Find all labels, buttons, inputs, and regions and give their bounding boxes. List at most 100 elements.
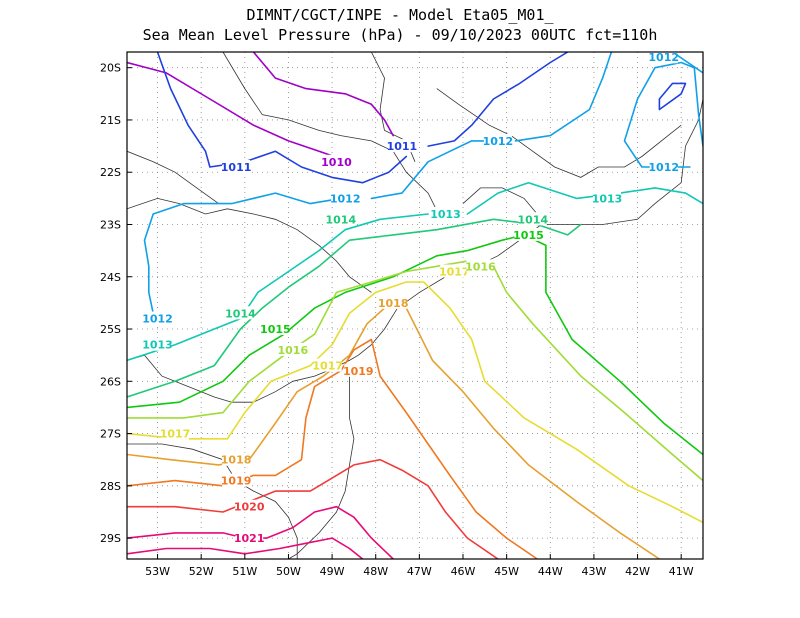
isobar-label-background <box>649 50 678 64</box>
isobar-label-background <box>222 452 251 466</box>
isobar-label-background <box>278 342 307 356</box>
lon-tick-label: 53W <box>145 565 170 578</box>
isobar-label-background <box>235 499 264 513</box>
isobar-label-background <box>518 212 547 226</box>
isobar-label-background <box>649 159 678 173</box>
lat-tick-label: 27S <box>100 428 121 441</box>
lat-tick-label: 25S <box>100 323 121 336</box>
isobar-label: 1015 <box>260 323 291 336</box>
isobar-label-background <box>440 264 469 278</box>
lon-tick-label: 41W <box>669 565 694 578</box>
lat-tick-label: 28S <box>100 480 121 493</box>
lon-tick-label: 47W <box>407 565 432 578</box>
isobar-label: 1018 <box>221 454 252 467</box>
isobar-label: 1017 <box>439 266 470 279</box>
lon-tick-label: 50W <box>276 565 301 578</box>
lon-tick-label: 49W <box>320 565 345 578</box>
lat-tick-label: 20S <box>100 62 121 75</box>
isobar-1015 <box>127 234 703 456</box>
isobar-label-background <box>261 322 290 336</box>
isobar-label: 1016 <box>278 344 309 357</box>
chart-title-line-1: DIMNT/CGCT/INPE - Model Eta05_M01_ <box>246 6 554 24</box>
isobar-label: 1011 <box>221 161 252 174</box>
isobar-label-background <box>514 227 543 241</box>
lat-tick-label: 21S <box>100 114 121 127</box>
coastline-segment <box>127 197 372 293</box>
isobar-label: 1018 <box>378 297 409 310</box>
isobar-label: 1012 <box>483 135 514 148</box>
isobar-label: 1012 <box>648 51 679 64</box>
lat-tick-label: 23S <box>100 218 121 231</box>
axis-ticks: 53W 52W 51W 50W 49W 48W 47W 46W 45W 44W 43W 42W 41W 2… <box>100 62 694 578</box>
plot-background <box>127 52 703 559</box>
isobar-label: 1017 <box>312 360 343 373</box>
isobar-label: 1014 <box>326 213 357 226</box>
lon-tick-label: 52W <box>189 565 214 578</box>
isobar-label-background <box>235 531 264 545</box>
isobar-label: 1017 <box>160 428 191 441</box>
lon-tick-label: 42W <box>625 565 650 578</box>
isobar-1021 <box>127 537 364 559</box>
isobar-label: 1014 <box>518 213 549 226</box>
isobar-label-background <box>161 426 189 440</box>
isobar-1012 <box>143 192 342 315</box>
isobar-label-background <box>483 133 512 147</box>
lon-tick-label: 51W <box>232 565 257 578</box>
coastline-segment <box>127 150 219 204</box>
isobar-1020 <box>127 458 499 559</box>
isobar-label-background <box>331 191 360 205</box>
isobar-label-background <box>344 363 373 377</box>
isobar-label: 1013 <box>592 192 623 205</box>
isobar-1012 <box>370 140 486 200</box>
isobar-label-background <box>313 358 342 372</box>
isobar-label: 1021 <box>234 532 265 545</box>
isobar-label: 1012 <box>648 161 679 174</box>
isobar-label-background <box>322 154 351 168</box>
lon-tick-label: 45W <box>494 565 519 578</box>
isobar-1012 <box>514 52 613 142</box>
lon-tick-label: 48W <box>363 565 388 578</box>
isobar-1011 <box>156 52 408 184</box>
isobar-label: 1012 <box>330 192 361 205</box>
lat-tick-label: 22S <box>100 166 121 179</box>
isobar-1016 <box>127 260 703 482</box>
isobar-1021 <box>127 505 394 559</box>
coastline-segment <box>462 187 538 215</box>
isobar-1017 <box>127 281 703 524</box>
coastline-segment <box>127 98 703 403</box>
isobar-label-background <box>379 295 408 309</box>
isobar-label: 1013 <box>142 339 173 352</box>
isobar-label: 1020 <box>234 501 265 514</box>
lon-tick-label: 44W <box>538 565 563 578</box>
isobar-label-background <box>226 306 255 320</box>
isobar-label: 1010 <box>321 156 352 169</box>
lon-tick-label: 46W <box>451 565 476 578</box>
isobar-label-background <box>143 311 172 325</box>
isobar-label-background <box>222 473 251 487</box>
isobar-1011 <box>658 82 687 111</box>
isobar-label: 1019 <box>221 475 252 488</box>
isobar-label-background <box>387 139 416 153</box>
isobar-label-background <box>466 259 495 273</box>
isobar-1010 <box>252 52 394 137</box>
lon-tick-label: 43W <box>581 565 606 578</box>
isobar-1012 <box>623 61 703 168</box>
isobar-labels: 1012 1011 1012 1012 1011 1010 1012 1013 1013 1014… <box>142 50 679 545</box>
isobar-1010 <box>127 61 351 163</box>
isobar-label: 1014 <box>225 307 256 320</box>
isobar-label: 1011 <box>387 140 418 153</box>
chart-title-line-2: Sea Mean Level Pressure (hPa) - 09/10/20… <box>142 26 658 44</box>
isobar-label: 1015 <box>513 229 544 242</box>
isobar-label-background <box>222 159 251 173</box>
isobar-label-background <box>326 212 355 226</box>
plot-frame <box>126 51 704 560</box>
isobar-label-background <box>143 337 172 351</box>
lat-tick-label: 29S <box>100 532 121 545</box>
isobar-label-background <box>593 191 621 205</box>
isobar-label: 1019 <box>343 365 374 378</box>
coastline-segment <box>436 88 682 178</box>
isobar-1013 <box>127 213 429 362</box>
isobar-label: 1012 <box>142 313 173 326</box>
isobar-label: 1016 <box>465 260 496 273</box>
isobar-label: 1013 <box>430 208 461 221</box>
